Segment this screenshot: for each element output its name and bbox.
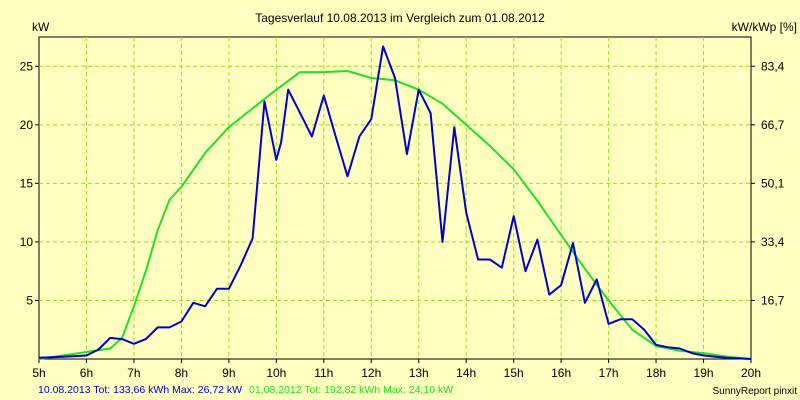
- x-tick-label: 8h: [175, 366, 188, 380]
- x-tick-label: 20h: [741, 366, 761, 380]
- x-tick-label: 6h: [80, 366, 93, 380]
- y-left-tick-label: 20: [20, 118, 34, 132]
- y-right-tick-label: 83,4: [761, 59, 785, 73]
- y-left-axis-label: kW: [32, 20, 50, 34]
- y-left-ticks: 5 10 15 20 25: [20, 59, 39, 307]
- legend-series-2012: 01.08.2012 Tot: 192,82 kWh Max: 24,10 kW: [249, 384, 453, 396]
- y-right-tick-label: 33,4: [761, 235, 785, 249]
- y-right-tick-label: 50,1: [761, 176, 785, 190]
- y-right-tick-label: 16,7: [761, 293, 785, 307]
- x-tick-label: 14h: [456, 366, 476, 380]
- x-tick-label: 17h: [599, 366, 619, 380]
- x-tick-label: 10h: [266, 366, 286, 380]
- series-group: [38, 45, 752, 360]
- legend-text: 10.08.2013 Tot: 133,66 kWh Max: 26,72 kW…: [38, 384, 453, 396]
- y-right-ticks: 16,7 33,4 50,1 66,7 83,4: [751, 59, 785, 307]
- x-tick-label: 9h: [222, 366, 235, 380]
- credit-text: SunnyReport pinxit: [713, 386, 798, 397]
- x-tick-label: 13h: [409, 366, 429, 380]
- x-tick-label: 16h: [551, 366, 571, 380]
- series-line-s2013: [38, 45, 752, 360]
- x-tick-label: 18h: [646, 366, 666, 380]
- y-right-axis-label: kW/kWp [%]: [732, 20, 797, 34]
- x-ticks: 5h 6h 7h 8h 9h 10h 11h 12h 13h 14h 15h 16h 17h 18h 19h…: [32, 359, 761, 380]
- x-tick-label: 5h: [32, 366, 45, 380]
- y-left-tick-label: 25: [20, 59, 34, 73]
- chart-title: Tagesverlauf 10.08.2013 im Vergleich zum…: [255, 11, 545, 25]
- legend-series-2013: 10.08.2013 Tot: 133,66 kWh Max: 26,72 kW: [38, 384, 242, 396]
- plot-area: [38, 36, 752, 360]
- x-tick-label: 15h: [504, 366, 524, 380]
- x-tick-label: 19h: [694, 366, 714, 380]
- y-left-tick-label: 10: [20, 235, 34, 249]
- y-right-tick-label: 66,7: [761, 118, 785, 132]
- grid: [39, 37, 751, 359]
- x-tick-label: 7h: [127, 366, 140, 380]
- x-tick-label: 12h: [361, 366, 381, 380]
- series-line-s2012: [38, 70, 752, 360]
- y-left-tick-label: 15: [20, 176, 34, 190]
- y-left-tick-label: 5: [26, 293, 33, 307]
- x-tick-label: 11h: [314, 366, 333, 380]
